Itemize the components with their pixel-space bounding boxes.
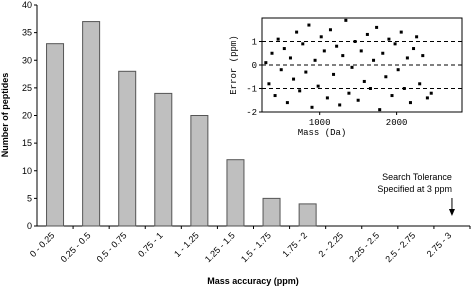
bar [46,43,65,227]
bar [82,21,101,227]
bar [298,203,317,227]
point [375,25,379,29]
y-tick-label: 0 [27,221,32,231]
point [270,51,274,55]
bar [190,115,209,227]
bar [262,197,281,227]
point [425,96,429,100]
point [338,103,342,107]
x-tick-label: 2.5 - 2.75 [383,230,417,264]
point [408,101,412,105]
point [298,89,302,93]
point [365,32,369,36]
y-tick-label: -2 [246,108,257,118]
point [381,51,385,55]
point [328,28,332,32]
point [282,47,286,51]
point [292,77,296,81]
x-tick-label: 1.5 - 1.75 [239,230,273,264]
x-tick-label: 2.25 - 2.5 [347,230,381,264]
y-tick-label: 30 [22,55,32,65]
x-tick-label: 0.5 - 0.75 [95,230,129,264]
point [273,94,277,98]
point [341,54,345,58]
y-tick-label: 20 [22,111,32,121]
x-tick-label: 1.25 - 1.5 [203,230,237,264]
y-tick-label: 1 [252,38,257,48]
x-tick-label: 2000 [386,118,408,128]
y-tick-label: 5 [27,193,32,203]
bar [154,92,173,227]
point [307,23,311,27]
point [288,56,292,60]
point [418,82,422,86]
point [402,87,406,90]
point [267,82,271,86]
x-tick-label: 0 - 0.25 [28,230,57,259]
x-tick-label: 1000 [309,118,331,128]
point [285,101,289,105]
point [362,79,366,83]
point [304,70,308,74]
point [429,91,433,95]
x-tick-label: 0.25 - 0.5 [59,230,93,264]
point [421,54,425,58]
point [344,18,348,22]
x-axis-label: Mass accuracy (ppm) [207,276,299,286]
point [347,91,351,95]
x-tick-label: 1 - 1.25 [172,230,201,259]
inset-y-label: Error (ppm) [229,35,239,94]
point [412,47,416,51]
x-tick-label: 0.75 - 1 [136,230,165,259]
point [396,68,400,72]
point [384,75,388,79]
point [350,65,354,69]
point [322,49,326,53]
point [264,61,268,65]
point [325,96,329,100]
point [335,44,339,48]
y-tick-label: 0 [252,61,257,71]
point [393,42,397,46]
inset-x-label: Mass (Da) [298,128,347,138]
annotation: Specified at 3 ppm [377,184,452,194]
point [372,58,376,62]
bar [118,70,137,227]
y-tick-label: 35 [22,28,32,38]
x-tick-label: 2 - 2.25 [316,230,345,259]
y-axis-label: Number of peptides [0,73,10,158]
point [390,94,394,98]
point [378,108,382,112]
point [387,37,391,41]
point [405,56,409,60]
y-tick-label: -1 [246,85,257,95]
bar [226,159,245,227]
y-tick-label: 15 [22,138,32,148]
point [332,72,336,76]
point [276,37,280,41]
point [295,30,299,34]
arrow-head [448,209,455,216]
x-tick-label: 2.75 - 3 [425,230,454,259]
point [359,49,363,53]
y-tick-label: 40 [22,0,32,10]
point [353,40,357,43]
point [399,30,403,34]
point [316,84,320,88]
point [368,87,372,90]
point [313,58,317,62]
point [301,42,305,46]
y-tick-label: 25 [22,83,32,93]
point [319,35,323,39]
point [279,68,283,72]
point [356,98,360,102]
point [310,105,314,109]
y-tick-label: 10 [22,166,32,176]
x-tick-label: 1.75 - 2 [280,230,309,259]
annotation: Search Tolerance [382,172,452,182]
point [415,35,419,39]
